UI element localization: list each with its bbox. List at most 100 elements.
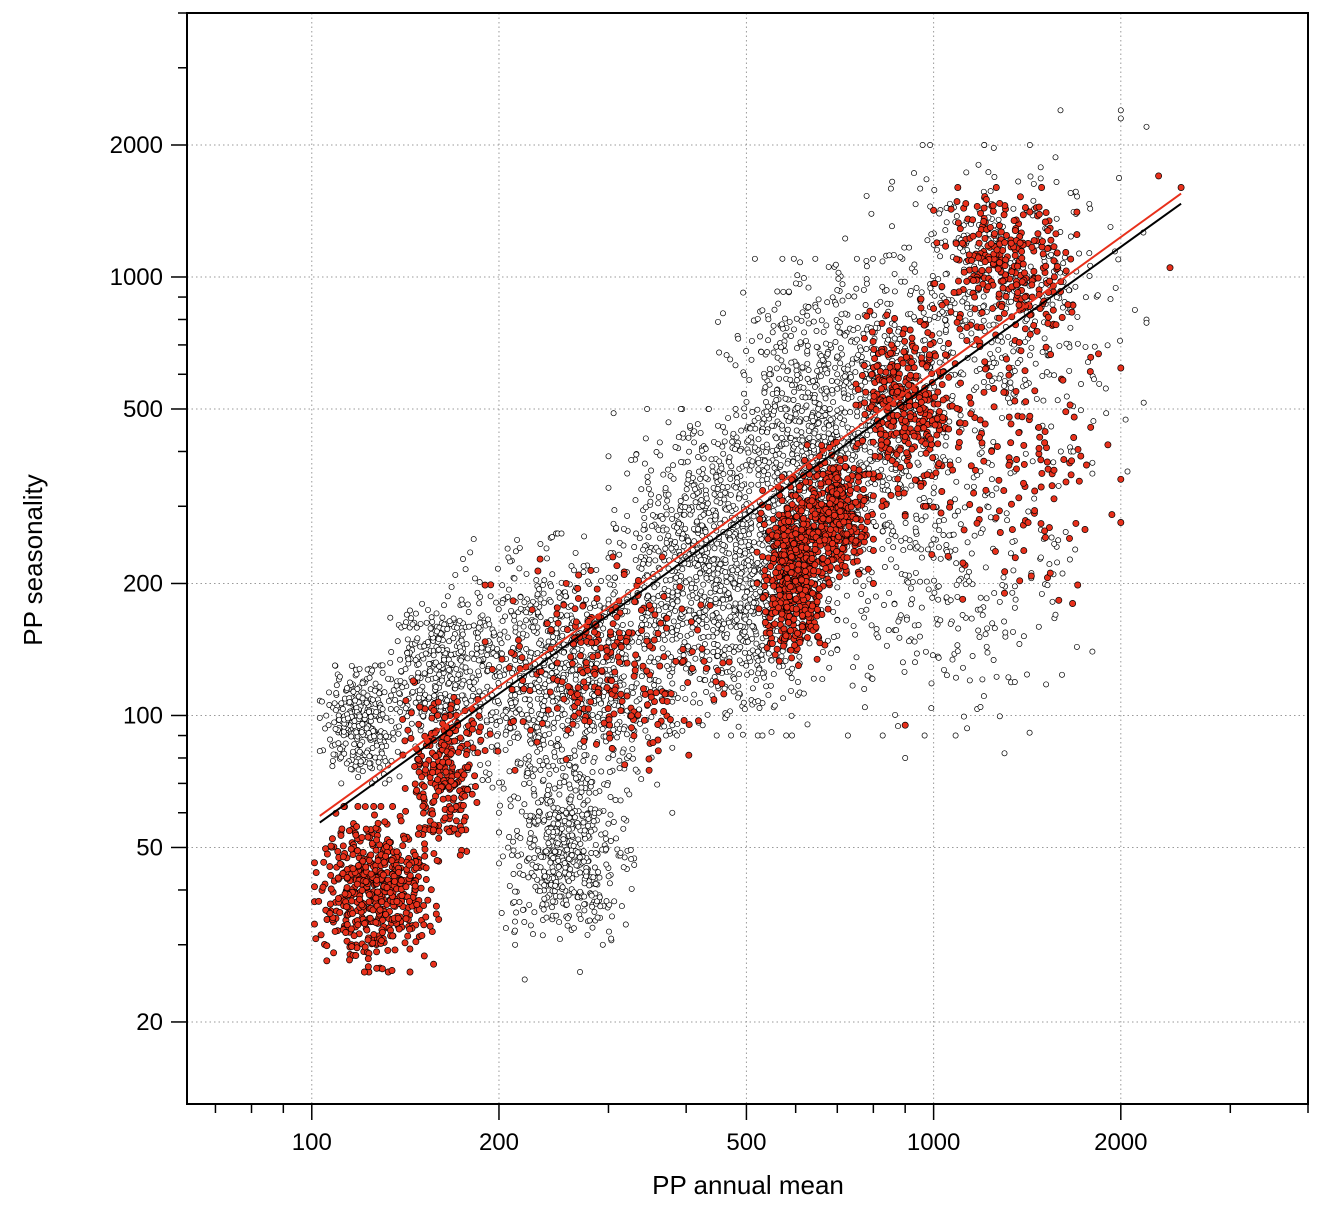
data-point bbox=[821, 405, 828, 412]
data-point bbox=[655, 500, 662, 507]
data-point bbox=[551, 719, 557, 726]
data-point bbox=[344, 715, 351, 722]
data-point bbox=[377, 717, 383, 724]
data-point bbox=[713, 732, 720, 739]
data-point bbox=[745, 449, 752, 456]
data-point bbox=[627, 620, 634, 627]
data-point bbox=[751, 255, 758, 262]
data-point bbox=[1086, 272, 1093, 279]
data-point bbox=[725, 603, 732, 610]
data-point bbox=[782, 332, 789, 339]
data-point bbox=[577, 888, 584, 895]
data-point bbox=[863, 263, 870, 270]
data-point bbox=[717, 477, 724, 484]
data-point bbox=[764, 349, 771, 356]
data-point bbox=[1112, 284, 1119, 291]
data-point bbox=[575, 823, 582, 830]
data-point bbox=[537, 541, 544, 547]
data-point bbox=[521, 696, 528, 703]
data-point bbox=[1010, 348, 1017, 355]
data-point bbox=[559, 884, 566, 891]
data-point bbox=[387, 659, 394, 666]
data-point bbox=[749, 458, 756, 465]
data-point bbox=[603, 861, 610, 868]
data-point bbox=[934, 246, 940, 253]
data-point bbox=[590, 758, 597, 765]
data-point bbox=[580, 758, 587, 764]
data-point bbox=[331, 719, 338, 726]
data-point bbox=[820, 433, 827, 440]
data-point bbox=[702, 474, 709, 481]
data-point bbox=[565, 892, 572, 899]
data-point bbox=[990, 438, 997, 445]
data-point bbox=[571, 747, 578, 754]
data-point bbox=[479, 663, 486, 670]
data-point bbox=[712, 512, 719, 519]
data-point bbox=[510, 838, 517, 845]
data-point bbox=[354, 686, 361, 692]
data-point bbox=[980, 293, 987, 300]
data-point bbox=[917, 185, 924, 192]
data-point bbox=[826, 406, 833, 412]
data-point bbox=[529, 624, 536, 631]
data-point bbox=[794, 345, 800, 352]
data-point bbox=[825, 422, 832, 429]
data-point bbox=[893, 627, 900, 634]
data-point bbox=[548, 583, 554, 590]
data-point bbox=[755, 670, 761, 677]
data-point bbox=[744, 638, 751, 645]
data-point bbox=[539, 582, 546, 589]
data-point bbox=[672, 539, 679, 545]
data-point bbox=[987, 188, 994, 195]
data-point bbox=[655, 548, 662, 555]
data-point bbox=[690, 699, 697, 706]
data-point bbox=[1054, 559, 1061, 566]
data-point bbox=[475, 657, 482, 664]
data-point bbox=[726, 550, 732, 557]
data-point bbox=[611, 898, 618, 905]
data-point bbox=[1066, 556, 1073, 563]
data-point bbox=[1009, 538, 1016, 545]
data-point bbox=[505, 844, 512, 851]
data-point bbox=[844, 366, 851, 373]
data-point bbox=[441, 602, 447, 609]
data-point bbox=[788, 435, 794, 441]
data-point bbox=[679, 727, 686, 734]
data-point bbox=[663, 526, 670, 533]
data-point bbox=[803, 402, 810, 409]
data-point bbox=[720, 604, 726, 611]
data-point bbox=[604, 782, 611, 789]
data-point bbox=[593, 566, 600, 573]
data-point bbox=[691, 691, 698, 698]
data-point bbox=[1054, 397, 1061, 404]
data-point bbox=[738, 564, 745, 571]
data-point bbox=[779, 422, 786, 429]
data-point bbox=[1031, 495, 1038, 502]
data-point bbox=[937, 253, 944, 260]
data-point bbox=[715, 422, 721, 429]
data-point bbox=[1072, 546, 1079, 553]
data-point bbox=[739, 731, 746, 738]
data-point bbox=[672, 444, 679, 450]
data-point bbox=[754, 648, 761, 655]
data-point bbox=[602, 835, 609, 842]
data-point bbox=[885, 627, 892, 634]
data-point bbox=[588, 828, 594, 835]
data-point bbox=[648, 714, 655, 721]
data-point bbox=[1103, 410, 1110, 417]
data-point bbox=[973, 384, 980, 391]
data-point bbox=[540, 590, 547, 597]
data-point bbox=[364, 692, 371, 699]
data-point bbox=[872, 593, 879, 600]
data-point bbox=[614, 734, 620, 741]
data-point bbox=[1143, 319, 1150, 326]
data-point bbox=[868, 622, 875, 629]
data-point bbox=[468, 650, 475, 657]
data-point bbox=[473, 645, 480, 652]
data-point bbox=[444, 626, 451, 632]
data-point bbox=[605, 484, 612, 491]
data-point bbox=[558, 825, 565, 832]
data-point bbox=[556, 919, 563, 926]
data-point bbox=[763, 683, 770, 690]
data-point bbox=[950, 349, 957, 356]
